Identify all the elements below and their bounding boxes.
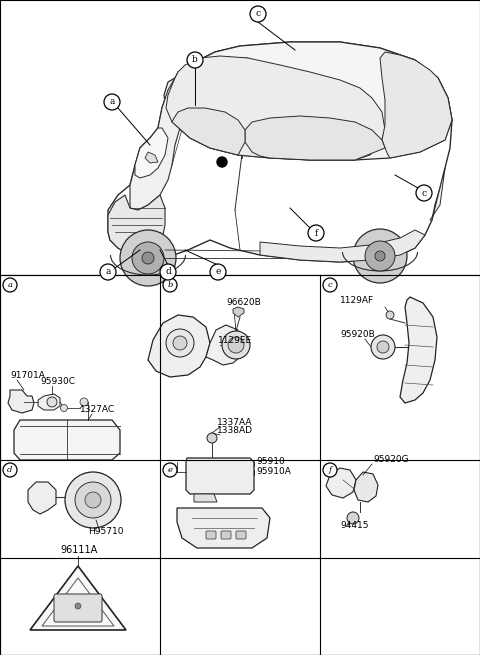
Circle shape <box>375 251 385 261</box>
Text: 1129EE: 1129EE <box>218 336 252 345</box>
Circle shape <box>163 463 177 477</box>
Text: H95710: H95710 <box>88 527 123 536</box>
Circle shape <box>323 463 337 477</box>
Text: 1129AF: 1129AF <box>340 296 374 305</box>
Text: d: d <box>7 466 12 474</box>
Text: 1338AD: 1338AD <box>217 426 253 435</box>
Circle shape <box>347 512 359 524</box>
Text: 95920G: 95920G <box>373 455 408 464</box>
Text: e: e <box>216 267 221 276</box>
Circle shape <box>132 242 164 274</box>
Circle shape <box>222 331 250 359</box>
FancyBboxPatch shape <box>206 531 216 539</box>
Text: 96111A: 96111A <box>60 545 97 555</box>
Circle shape <box>308 225 324 241</box>
Text: c: c <box>255 10 261 18</box>
Polygon shape <box>233 307 244 317</box>
Circle shape <box>207 433 217 443</box>
Polygon shape <box>8 390 34 413</box>
Text: 1337AA: 1337AA <box>217 418 252 427</box>
Polygon shape <box>354 472 378 502</box>
Polygon shape <box>108 42 452 262</box>
Text: 91701A: 91701A <box>10 371 45 380</box>
Circle shape <box>323 278 337 292</box>
Polygon shape <box>38 394 60 410</box>
Polygon shape <box>245 116 385 160</box>
Circle shape <box>163 278 177 292</box>
Circle shape <box>386 311 394 319</box>
Circle shape <box>80 398 88 406</box>
Text: d: d <box>165 267 171 276</box>
Circle shape <box>100 264 116 280</box>
Circle shape <box>3 278 17 292</box>
Text: 95910A: 95910A <box>256 467 291 476</box>
Text: 95920B: 95920B <box>340 330 375 339</box>
Text: 95910: 95910 <box>256 457 285 466</box>
Polygon shape <box>130 58 248 210</box>
FancyBboxPatch shape <box>54 594 102 622</box>
Polygon shape <box>194 494 217 502</box>
Circle shape <box>416 185 432 201</box>
Polygon shape <box>108 195 165 260</box>
Text: a: a <box>8 281 12 289</box>
Circle shape <box>166 329 194 357</box>
Circle shape <box>160 264 176 280</box>
Circle shape <box>65 472 121 528</box>
Polygon shape <box>135 128 168 178</box>
Text: 95930C: 95930C <box>40 377 75 386</box>
Circle shape <box>187 52 203 68</box>
Text: a: a <box>109 98 115 107</box>
FancyBboxPatch shape <box>221 531 231 539</box>
Circle shape <box>75 482 111 518</box>
Circle shape <box>371 335 395 359</box>
Polygon shape <box>28 482 56 514</box>
Polygon shape <box>148 315 210 377</box>
Polygon shape <box>14 420 120 460</box>
Circle shape <box>142 252 154 264</box>
Text: b: b <box>192 56 198 64</box>
Circle shape <box>365 241 395 271</box>
Circle shape <box>75 603 81 609</box>
Polygon shape <box>260 230 425 262</box>
Polygon shape <box>177 508 270 548</box>
Circle shape <box>228 337 244 353</box>
Polygon shape <box>30 566 126 630</box>
Circle shape <box>210 264 226 280</box>
Polygon shape <box>186 458 254 494</box>
Circle shape <box>250 6 266 22</box>
Circle shape <box>3 463 17 477</box>
Circle shape <box>377 341 389 353</box>
Polygon shape <box>380 52 452 158</box>
Circle shape <box>353 229 407 283</box>
FancyBboxPatch shape <box>236 531 246 539</box>
Text: 94415: 94415 <box>340 521 369 530</box>
Polygon shape <box>145 152 158 163</box>
Polygon shape <box>166 56 385 160</box>
Circle shape <box>47 397 57 407</box>
Text: 96620B: 96620B <box>226 298 261 307</box>
Circle shape <box>120 230 176 286</box>
Polygon shape <box>400 297 437 403</box>
Text: f: f <box>328 466 332 474</box>
Circle shape <box>104 94 120 110</box>
Circle shape <box>85 492 101 508</box>
Text: f: f <box>314 229 318 238</box>
Text: e: e <box>168 466 172 474</box>
Polygon shape <box>164 42 452 160</box>
Polygon shape <box>430 168 445 220</box>
Polygon shape <box>172 108 245 155</box>
Circle shape <box>217 157 227 167</box>
Text: c: c <box>328 281 332 289</box>
Polygon shape <box>326 468 356 498</box>
Circle shape <box>173 336 187 350</box>
Text: c: c <box>421 189 427 198</box>
Text: 1327AC: 1327AC <box>80 405 115 414</box>
Text: b: b <box>168 281 173 289</box>
Polygon shape <box>206 325 243 365</box>
Circle shape <box>60 405 68 411</box>
Text: a: a <box>105 267 111 276</box>
Bar <box>0 0 480 275</box>
Bar <box>0 275 480 655</box>
